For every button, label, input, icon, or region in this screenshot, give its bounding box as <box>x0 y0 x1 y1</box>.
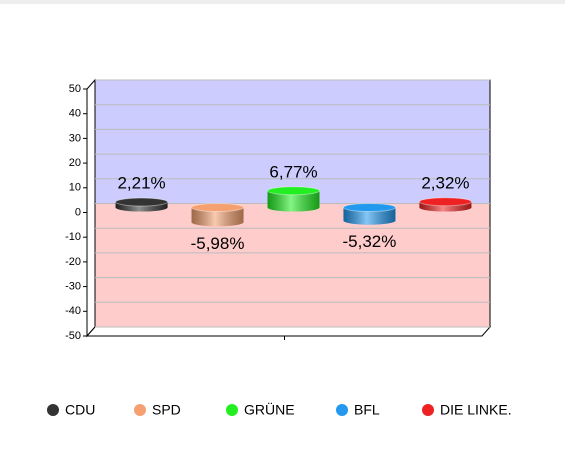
legend-marker <box>134 404 146 416</box>
back-wall-upper <box>95 80 490 204</box>
legend-label: DIE LINKE. <box>440 402 512 418</box>
y-tick-label: 40 <box>69 108 81 120</box>
floor <box>85 326 492 337</box>
bar-top <box>191 203 245 212</box>
legend-label: GRÜNE <box>244 401 295 418</box>
y-tick-label: 0 <box>75 206 81 218</box>
value-label: -5,32% <box>343 232 397 251</box>
bar-top <box>267 186 320 196</box>
bar-shade <box>191 207 244 223</box>
legend-marker <box>336 404 348 416</box>
bar-shade <box>267 190 320 208</box>
y-tick-label: 30 <box>69 132 81 144</box>
legend-marker <box>422 404 434 416</box>
value-label: 2,21% <box>117 174 165 193</box>
y-tick-label: -10 <box>65 231 81 243</box>
side-wall <box>86 78 96 338</box>
value-label: -5,98% <box>191 234 245 253</box>
y-tick-label: 10 <box>69 182 81 194</box>
value-label: 2,32% <box>421 173 469 192</box>
y-tick-label: 50 <box>69 83 81 95</box>
y-tick-label: -20 <box>65 256 81 268</box>
y-tick-label: 20 <box>69 157 81 169</box>
y-tick-label: -50 <box>65 330 81 342</box>
legend-marker <box>47 404 59 416</box>
top-strip <box>0 0 565 4</box>
y-tick-label: -30 <box>65 281 81 293</box>
legend-label: CDU <box>65 402 95 418</box>
bar-top <box>342 203 396 212</box>
y-tick-label: -40 <box>65 305 81 317</box>
back-wall-lower <box>95 203 490 327</box>
legend-marker <box>226 404 238 416</box>
legend-label: SPD <box>152 402 181 418</box>
bar-top <box>115 197 169 207</box>
value-label: 6,77% <box>269 162 317 181</box>
bar-top <box>418 197 472 207</box>
legend-label: BFL <box>354 402 380 418</box>
